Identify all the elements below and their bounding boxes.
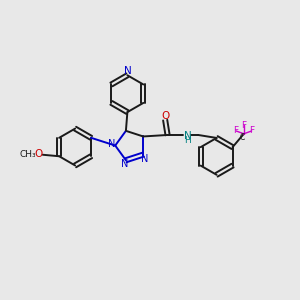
Text: N: N bbox=[121, 159, 128, 170]
Text: F: F bbox=[249, 126, 254, 135]
Text: O: O bbox=[161, 111, 169, 121]
Text: N: N bbox=[124, 66, 131, 76]
Text: CH₃: CH₃ bbox=[19, 150, 36, 159]
Text: N: N bbox=[184, 130, 192, 141]
Text: N: N bbox=[108, 140, 115, 149]
Text: O: O bbox=[35, 149, 43, 159]
Text: H: H bbox=[184, 136, 191, 145]
Text: F: F bbox=[241, 121, 246, 130]
Text: N: N bbox=[141, 154, 148, 164]
Text: C: C bbox=[240, 133, 245, 142]
Text: F: F bbox=[233, 126, 238, 135]
